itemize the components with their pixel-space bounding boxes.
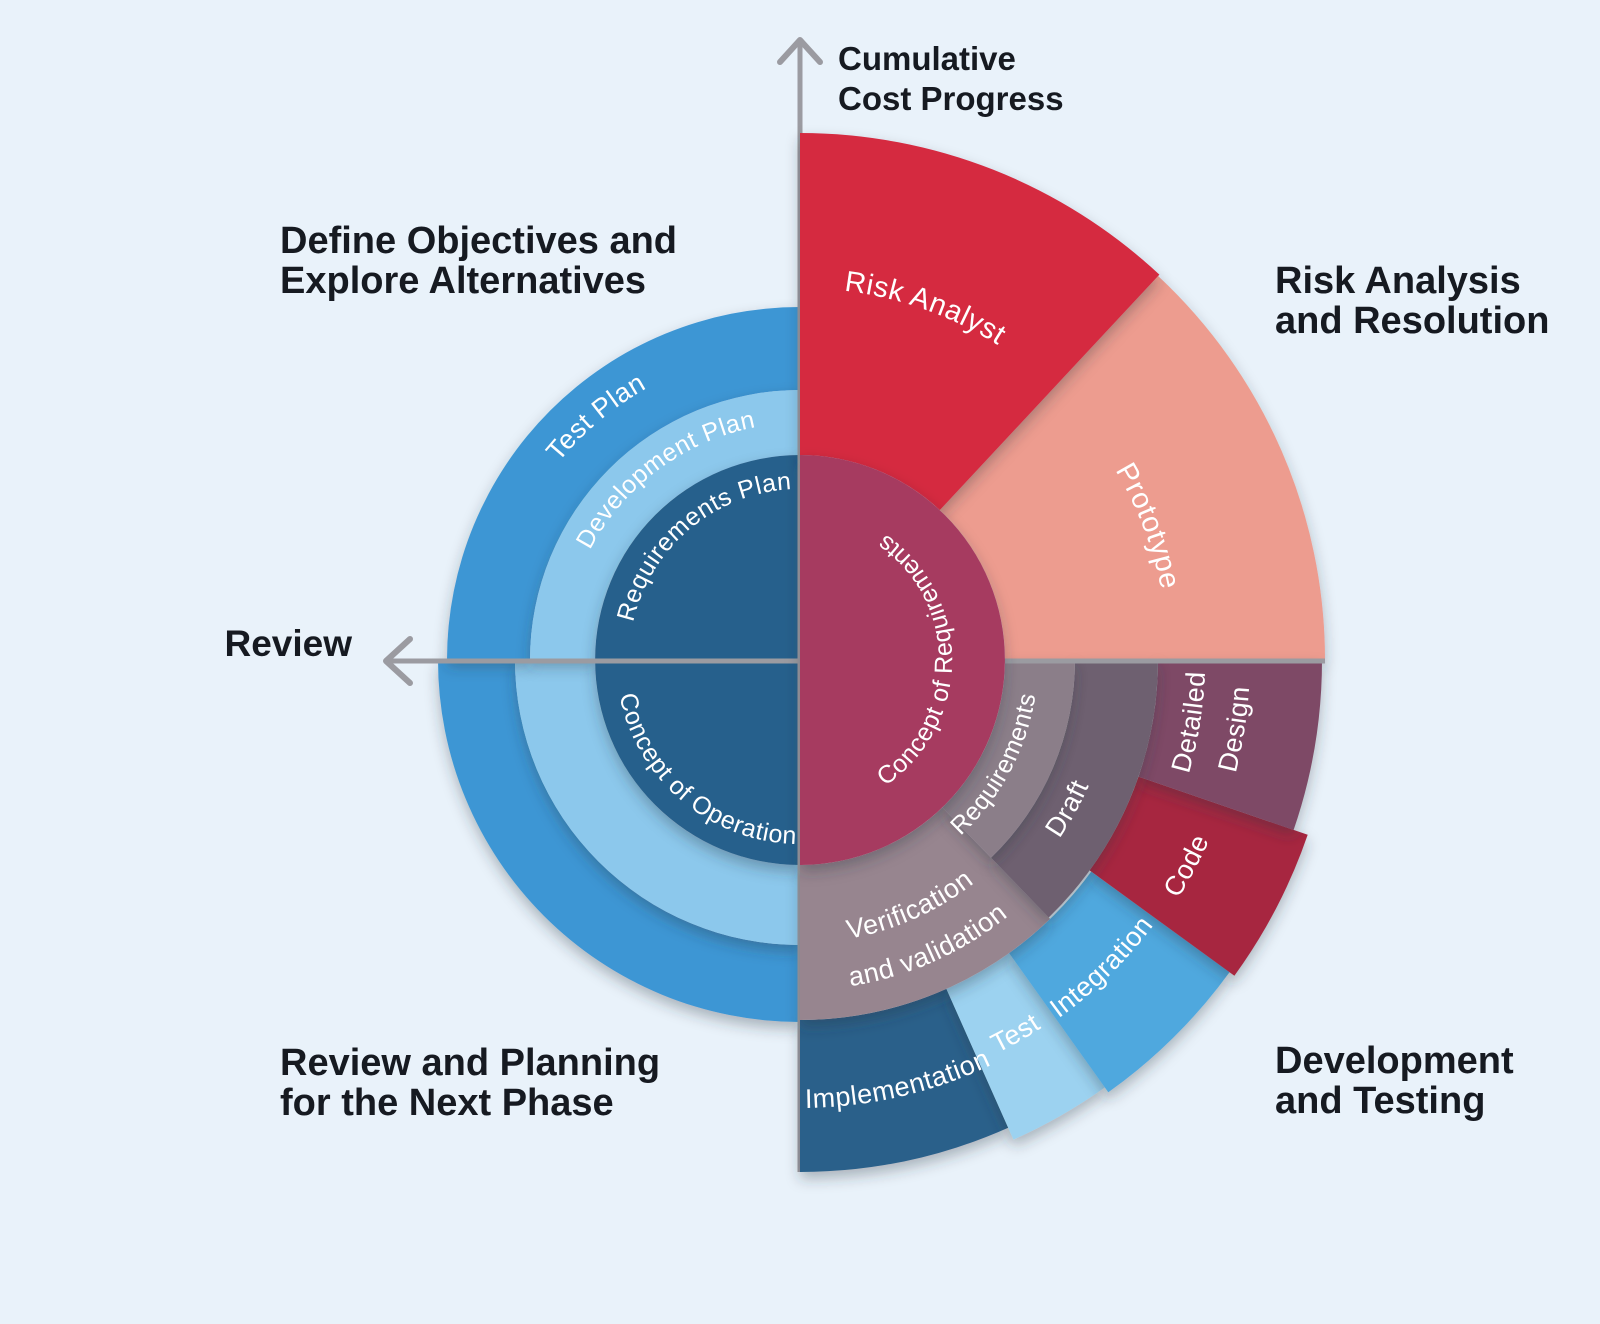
sector-prototype — [939, 276, 1326, 660]
sector-risk-analyst — [800, 133, 1160, 511]
up-arrow-icon — [777, 37, 823, 65]
ring-development-plan — [530, 390, 800, 660]
quadrant-label-top-right-line1: Risk Analysis — [1275, 260, 1521, 302]
segment-test — [946, 953, 1105, 1140]
quadrant-label-bottom-left-line2: for the Next Phase — [280, 1082, 614, 1124]
vertical-axis-title-line1: Cumulative — [838, 40, 1016, 77]
ring-bottom-left-inner — [515, 660, 800, 945]
segment-code — [1089, 776, 1308, 976]
ring-test-plan — [447, 307, 800, 660]
vertical-axis-title-line2: Cost Progress — [838, 80, 1064, 117]
band-draft — [991, 660, 1158, 918]
disc-concept-of-requirements — [800, 455, 1005, 865]
segment-implementation — [800, 988, 1009, 1172]
quadrant-label-bottom-right-line2: and Testing — [1275, 1080, 1485, 1122]
band-requirements — [942, 660, 1075, 858]
horizontal-axis-title: Review — [224, 623, 352, 664]
ring-bottom-left-outer — [438, 660, 800, 1022]
segment-detailed-design — [1138, 660, 1323, 830]
band-verification-validation — [800, 807, 1051, 1020]
quadrant-label-bottom-left-line1: Review and Planning — [280, 1042, 660, 1084]
quadrant-label-bottom-right-line1: Development — [1275, 1040, 1514, 1082]
left-arrow-icon — [383, 636, 413, 686]
quadrant-label-top-left-line2: Explore Alternatives — [280, 260, 646, 302]
quadrant-label-top-left-line1: Define Objectives and — [280, 220, 677, 262]
segment-integration — [1009, 871, 1230, 1093]
quadrant-label-top-right-line2: and Resolution — [1275, 300, 1549, 342]
